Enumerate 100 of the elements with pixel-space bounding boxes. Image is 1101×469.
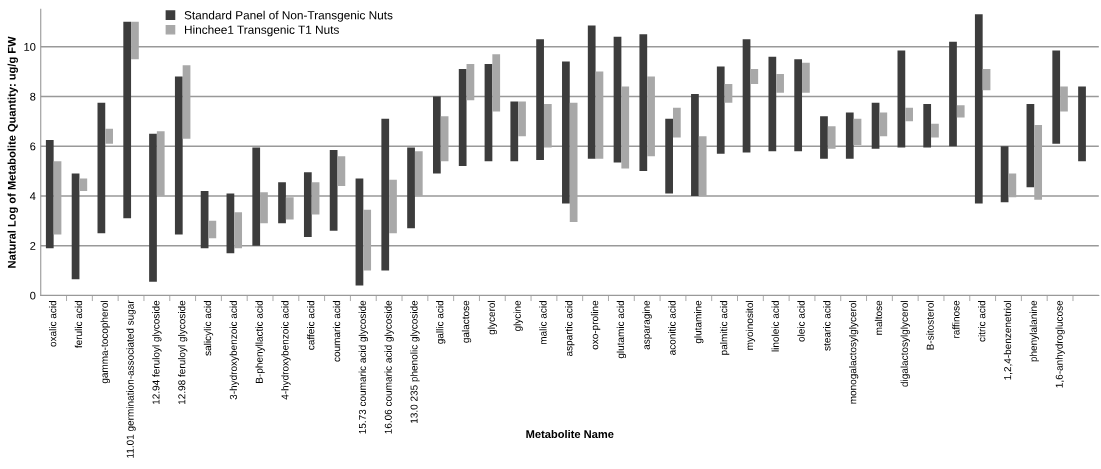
bar xyxy=(484,64,493,162)
bar xyxy=(285,197,294,220)
bar xyxy=(562,61,570,204)
x-tick-label: 4-hydroxybenzoic acid xyxy=(281,300,291,400)
bar xyxy=(208,220,217,239)
x-tick-label: maltose xyxy=(874,300,883,335)
x-tick-label: 1,2,4-benzenetriol xyxy=(1003,300,1013,380)
y-tick-label: 10 xyxy=(24,42,36,51)
x-tick-label: linoleic acid xyxy=(771,300,779,352)
bar xyxy=(518,101,526,137)
x-tick-label: coumaric acid xyxy=(332,300,341,362)
bar xyxy=(466,64,475,101)
bar xyxy=(355,178,364,286)
bar xyxy=(105,128,113,144)
bar xyxy=(329,149,338,231)
bar xyxy=(407,147,415,229)
bar xyxy=(1052,50,1061,144)
bar xyxy=(182,65,191,139)
bar xyxy=(613,36,622,163)
bar xyxy=(174,76,183,235)
bar xyxy=(97,102,106,234)
bar xyxy=(536,39,544,160)
bar xyxy=(45,139,54,249)
bar xyxy=(750,69,759,85)
bar xyxy=(234,212,243,249)
x-tick-label: B-phenyllactic acid xyxy=(255,300,265,383)
x-tick-label: palmitic acid xyxy=(719,300,730,355)
x-tick-label: galactose xyxy=(461,300,472,343)
x-tick-label: digalactosylglycerol xyxy=(900,301,910,387)
bar xyxy=(794,59,803,152)
bar xyxy=(827,126,836,149)
bar xyxy=(252,147,261,246)
bar xyxy=(414,151,423,196)
bar xyxy=(691,93,699,196)
x-tick-label: aspartic acid xyxy=(565,300,575,357)
bar xyxy=(949,41,957,147)
bar xyxy=(458,69,467,167)
bar xyxy=(149,133,157,282)
x-tick-label: glutamic acid xyxy=(616,300,627,359)
bar xyxy=(923,103,932,148)
x-tick-label: B-sitosterol xyxy=(926,301,934,350)
bar xyxy=(672,107,681,138)
bar xyxy=(492,54,501,112)
x-tick-label: 16.06 coumaric acid glycoside xyxy=(384,300,394,434)
bar xyxy=(303,172,312,238)
bar xyxy=(1078,86,1086,162)
bar xyxy=(776,74,784,93)
bar xyxy=(1008,173,1017,198)
x-tick-label: salicylic acid xyxy=(203,300,214,356)
x-tick-label: glycine xyxy=(513,300,523,332)
bar xyxy=(905,107,913,122)
legend-label: Standard Panel of Non-Transgenic Nuts xyxy=(184,10,393,22)
y-tick-label: 2 xyxy=(30,241,36,250)
x-tick-label: glycerol xyxy=(487,301,498,335)
bar xyxy=(716,66,725,154)
bar xyxy=(569,102,578,223)
x-axis-title: Metabolite Name xyxy=(526,429,614,439)
bar xyxy=(931,123,939,138)
x-tick-label: aconitic acid xyxy=(668,300,676,355)
bar xyxy=(432,96,441,174)
x-tick-label: oxalic acid xyxy=(48,300,57,347)
bar xyxy=(1026,103,1035,188)
x-tick-label: 15.73 coumaric acid glycoside xyxy=(358,300,368,434)
x-tick-label: phenylalanine xyxy=(1029,300,1039,362)
x-tick-label: stearic acid xyxy=(823,300,831,351)
bar xyxy=(1034,125,1043,200)
x-tick-label: gamma-tocopherol xyxy=(100,300,110,384)
x-tick-label: ferulic acid xyxy=(74,300,83,348)
bar xyxy=(131,21,139,60)
bar xyxy=(363,209,372,271)
bar xyxy=(956,105,965,118)
x-tick-label: 1,6-anhydroglucose xyxy=(1055,300,1065,388)
bar xyxy=(879,112,888,137)
y-tick-label: 6 xyxy=(30,142,36,151)
bar xyxy=(71,173,80,280)
bar xyxy=(742,39,751,153)
bar xyxy=(311,182,320,215)
x-tick-label: 11.01 germination-associated sugar xyxy=(126,300,136,458)
x-tick-label: asparagine xyxy=(642,300,652,350)
bar xyxy=(156,131,165,196)
x-tick-label: 13.0 235 phenolic glycoside xyxy=(410,300,420,423)
bar xyxy=(260,192,268,224)
y-tick-label: 0 xyxy=(30,291,36,300)
bar xyxy=(510,101,519,162)
x-tick-label: raffinose xyxy=(952,300,960,338)
bar xyxy=(647,76,655,157)
bar xyxy=(1000,146,1009,203)
y-axis-title: Natural Log of Metabolite Quantity: ug/g FW xyxy=(7,36,18,268)
bar xyxy=(587,25,596,159)
bar xyxy=(871,102,880,149)
x-tick-label: gallic acid xyxy=(436,300,446,344)
bar xyxy=(974,14,983,204)
x-tick-label: 12.94 feruloyl glycoside xyxy=(152,300,162,405)
bar xyxy=(820,116,828,159)
bar xyxy=(853,118,862,145)
bar xyxy=(724,84,733,103)
x-tick-label: 3-hydroxybenzoic acid xyxy=(229,300,239,400)
bar xyxy=(982,69,991,91)
bar xyxy=(845,112,854,159)
x-tick-label: glutamine xyxy=(694,300,704,344)
